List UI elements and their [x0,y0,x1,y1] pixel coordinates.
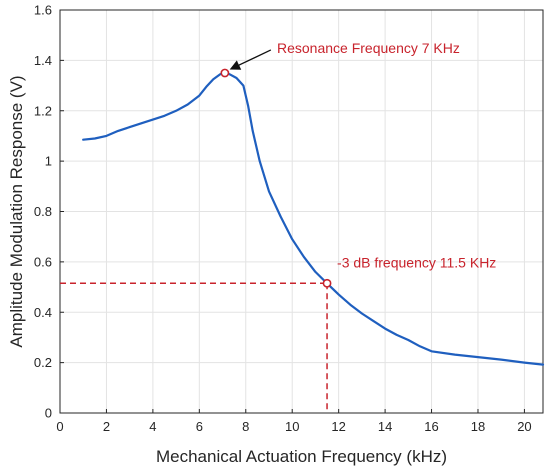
x-tick-label: 18 [471,419,485,434]
y-tick-label: 1 [45,154,52,169]
x-tick-label: 6 [196,419,203,434]
series-layer [82,71,545,366]
x-tick-label: 4 [149,419,156,434]
y-tick-label: 0.8 [34,204,52,219]
y-tick-label: 1.6 [34,3,52,18]
cutoff-marker [322,278,332,288]
annotations: Resonance Frequency 7 KHz -3 dB frequency… [60,40,496,413]
series-line [82,71,545,366]
x-tick-label: 2 [103,419,110,434]
y-tick-label: 0 [45,406,52,421]
x-tick-label: 16 [424,419,438,434]
resonance-arrow [229,49,272,70]
y-axis-title: Amplitude Modulation Response (V) [7,75,26,347]
resonance-annotation: Resonance Frequency 7 KHz [277,40,460,56]
y-tick-label: 1.4 [34,53,52,68]
x-axis-title: Mechanical Actuation Frequency (kHz) [156,447,447,466]
x-tick-label: 8 [242,419,249,434]
resonance-marker [220,68,230,78]
axes: 0 2 4 6 8 10 12 14 16 18 20 0 0.2 0.4 0.6 0.8 1 1.2 1.4 1.6 [34,3,544,434]
x-tick-label: 14 [378,419,392,434]
x-tick-label: 10 [285,419,299,434]
x-tick-label: 20 [517,419,531,434]
y-tick-label: 0.4 [34,305,52,320]
grid [60,10,543,413]
x-tick-label: 12 [331,419,345,434]
y-tick-label: 0.2 [34,355,52,370]
y-tick-label: 1.2 [34,103,52,118]
cutoff-annotation: -3 dB frequency 11.5 KHz [337,254,496,270]
y-tick-label: 0.6 [34,254,52,269]
x-tick-label: 0 [56,419,63,434]
